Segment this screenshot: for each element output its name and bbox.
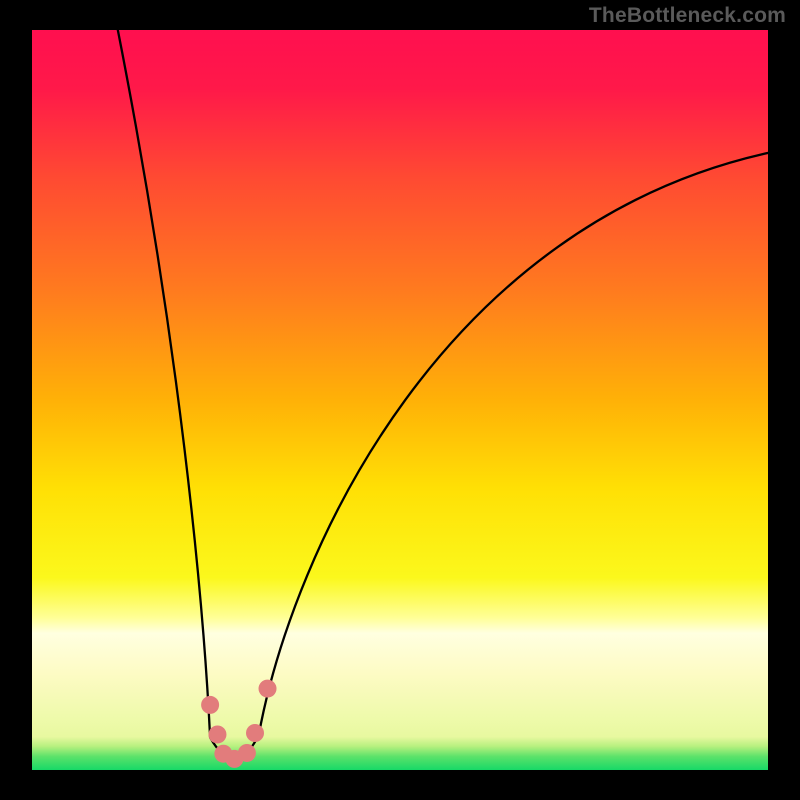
trough-marker	[259, 680, 277, 698]
bottleneck-chart	[0, 0, 800, 800]
trough-marker	[201, 696, 219, 714]
trough-marker	[246, 724, 264, 742]
gradient-background	[32, 30, 768, 770]
trough-marker	[238, 744, 256, 762]
trough-marker	[208, 725, 226, 743]
chart-root: TheBottleneck.com	[0, 0, 800, 800]
